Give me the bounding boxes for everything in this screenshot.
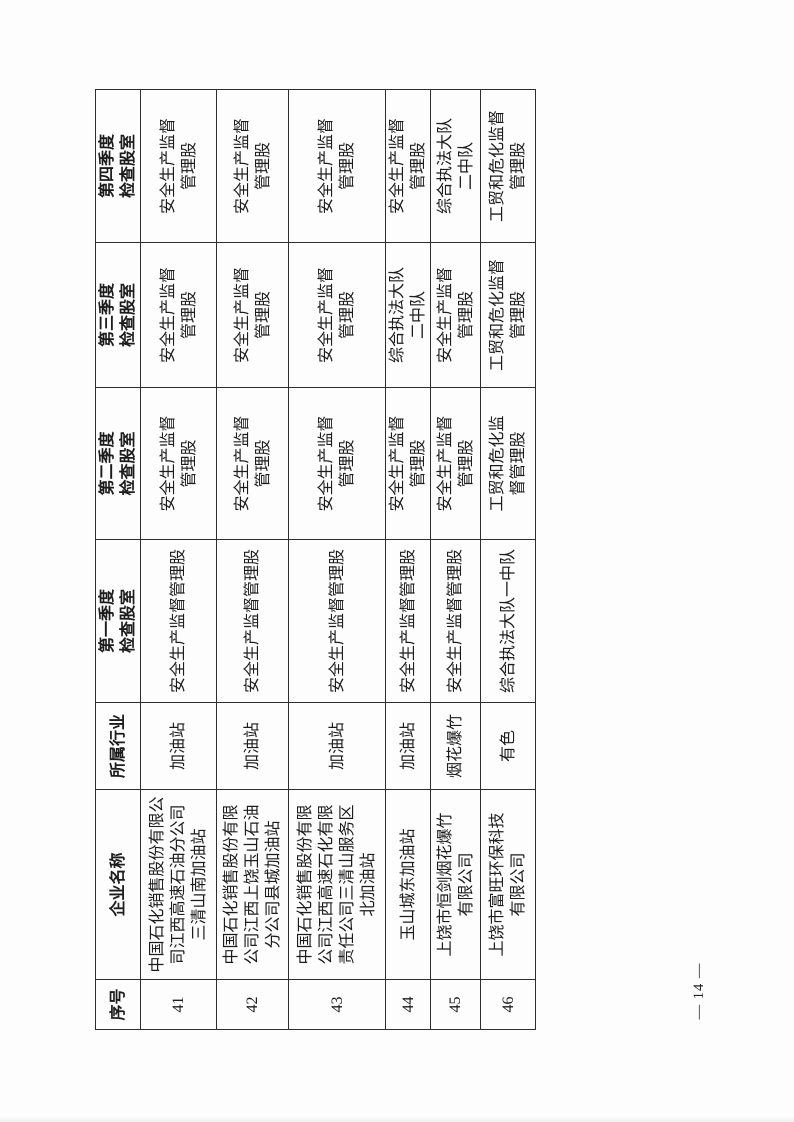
cell-q3-department: 综合执法大队 二中队 (385, 242, 431, 388)
cell-q1-department: 安全生产监督管理股 (288, 539, 386, 703)
cell-company-name: 中国石化销售股份有限公 司江西高速石油分公司 三清山南加油站 (140, 789, 217, 980)
scan-edge-shadow (0, 1116, 794, 1122)
table-row: 41 中国石化销售股份有限公 司江西高速石油分公司 三清山南加油站 加油站 安全… (140, 89, 217, 1030)
cell-serial-number: 45 (430, 979, 481, 1030)
cell-q2-department: 安全生产监督 管理股 (430, 387, 481, 540)
cell-serial-number: 43 (288, 979, 386, 1030)
cell-industry: 加油站 (140, 702, 217, 790)
cell-serial-number: 44 (385, 979, 431, 1030)
cell-q4-department: 安全生产监督 管理股 (216, 89, 289, 243)
cell-q4-department: 工贸和危化监督 管理股 (480, 89, 536, 243)
cell-company-name: 中国石化销售股份有限 公司江西上饶玉山石油 分公司县城加油站 (216, 789, 289, 980)
cell-industry: 有色 (480, 702, 536, 790)
table-row: 43 中国石化销售股份有限 公司江西高速石化有限 责任公司三清山服务区 北加油站… (288, 89, 386, 1030)
header-q1-department: 第一季度 检查股室 (95, 539, 141, 703)
cell-industry: 加油站 (288, 702, 386, 790)
header-q4-department: 第四季度 检查股室 (95, 89, 141, 243)
cell-q1-department: 安全生产监督管理股 (216, 539, 289, 703)
cell-q2-department: 安全生产监督 管理股 (140, 387, 217, 540)
cell-q1-department: 安全生产监督管理股 (430, 539, 481, 703)
table-row: 44 玉山城东加油站 加油站 安全生产监督管理股 安全生产监督 管理股 综合执法… (385, 89, 431, 1030)
cell-q3-department: 安全生产监督 管理股 (140, 242, 217, 388)
cell-q1-department: 安全生产监督管理股 (140, 539, 217, 703)
rotated-table-container: 序号 企业名称 所属行业 第一季度 检查股室 第二季度 检查股室 第三季度 检查… (95, 89, 536, 1030)
cell-industry: 加油站 (216, 702, 289, 790)
header-industry: 所属行业 (95, 702, 141, 790)
cell-q3-department: 安全生产监督 管理股 (216, 242, 289, 388)
cell-company-name: 上饶市富旺环保科技 有限公司 (480, 789, 536, 980)
header-company-name: 企业名称 (95, 789, 141, 980)
table-row: 42 中国石化销售股份有限 公司江西上饶玉山石油 分公司县城加油站 加油站 安全… (216, 89, 289, 1030)
cell-q3-department: 工贸和危化监督 管理股 (480, 242, 536, 388)
page-number: — 14 — (691, 962, 707, 1020)
cell-q2-department: 安全生产监督 管理股 (216, 387, 289, 540)
cell-company-name: 玉山城东加油站 (385, 789, 431, 980)
cell-serial-number: 41 (140, 979, 217, 1030)
cell-q1-department: 安全生产监督管理股 (385, 539, 431, 703)
table-row: 45 上饶市恒剑烟花爆竹 有限公司 烟花爆竹 安全生产监督管理股 安全生产监督 … (430, 89, 481, 1030)
cell-serial-number: 42 (216, 979, 289, 1030)
cell-q3-department: 安全生产监督 管理股 (288, 242, 386, 388)
cell-industry: 加油站 (385, 702, 431, 790)
cell-serial-number: 46 (480, 979, 536, 1030)
header-row: 序号 企业名称 所属行业 第一季度 检查股室 第二季度 检查股室 第三季度 检查… (95, 89, 141, 1030)
cell-company-name: 上饶市恒剑烟花爆竹 有限公司 (430, 789, 481, 980)
cell-q4-department: 安全生产监督 管理股 (385, 89, 431, 243)
cell-q4-department: 综合执法大队 二中队 (430, 89, 481, 243)
header-q2-department: 第二季度 检查股室 (95, 387, 141, 540)
cell-q2-department: 安全生产监督 管理股 (385, 387, 431, 540)
quarterly-inspection-table: 序号 企业名称 所属行业 第一季度 检查股室 第二季度 检查股室 第三季度 检查… (95, 89, 536, 1030)
cell-q1-department: 综合执法大队一中队 (480, 539, 536, 703)
header-q3-department: 第三季度 检查股室 (95, 242, 141, 388)
cell-company-name: 中国石化销售股份有限 公司江西高速石化有限 责任公司三清山服务区 北加油站 (288, 789, 386, 980)
cell-q2-department: 工贸和危化监 督管理股 (480, 387, 536, 540)
header-serial-number: 序号 (95, 979, 141, 1030)
cell-q3-department: 安全生产监督 管理股 (430, 242, 481, 388)
cell-q4-department: 安全生产监督 管理股 (140, 89, 217, 243)
cell-q2-department: 安全生产监督 管理股 (288, 387, 386, 540)
table-row: 46 上饶市富旺环保科技 有限公司 有色 综合执法大队一中队 工贸和危化监 督管… (480, 89, 536, 1030)
cell-q4-department: 安全生产监督 管理股 (288, 89, 386, 243)
cell-industry: 烟花爆竹 (430, 702, 481, 790)
